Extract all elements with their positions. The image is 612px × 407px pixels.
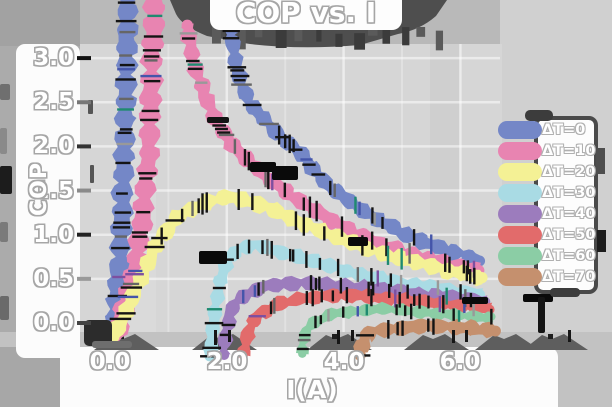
ytick-0.0: 0.0 <box>33 310 74 336</box>
legend-item: ΔT=50 <box>496 225 608 246</box>
chart-title-box: COP vs. I <box>210 0 402 30</box>
xtick-2.0: 2.0 <box>206 349 248 375</box>
legend-swatch <box>498 142 542 160</box>
legend-item: ΔT=0 <box>496 120 608 141</box>
x-axis-label: I(A) <box>286 375 338 404</box>
ytick-1.5: 1.5 <box>33 178 74 204</box>
legend-item: ΔT=70 <box>496 267 608 288</box>
legend-border-glitch <box>597 230 606 252</box>
legend-swatch <box>498 163 542 181</box>
legend-border-glitch <box>525 110 553 121</box>
legend-item: ΔT=20 <box>496 162 608 183</box>
ytick-2.0: 2.0 <box>33 133 74 159</box>
legend-label: ΔT=30 <box>542 185 596 201</box>
xtick-0.0: 0.0 <box>89 349 131 375</box>
legend-item: ΔT=30 <box>496 183 608 204</box>
legend-swatch <box>498 205 542 223</box>
legend-swatch <box>498 268 542 286</box>
ytick-0.5: 0.5 <box>33 266 74 292</box>
ytick-3.0: 3.0 <box>33 45 74 71</box>
y-axis-label: COP <box>27 162 52 216</box>
chart-title: COP vs. I <box>235 0 377 29</box>
legend-label: ΔT=40 <box>542 206 596 222</box>
legend-border-glitch <box>550 288 580 297</box>
legend-item: ΔT=60 <box>496 246 608 267</box>
legend-border-glitch <box>596 148 605 174</box>
legend-swatch <box>498 184 542 202</box>
legend-label: ΔT=70 <box>542 269 596 285</box>
legend-label: ΔT=60 <box>542 248 596 264</box>
legend-item: ΔT=10 <box>496 141 608 162</box>
legend: ΔT=0 ΔT=10 ΔT=20 ΔT=30 ΔT=40 ΔT=50 ΔT=60… <box>496 110 608 298</box>
legend-label: ΔT=0 <box>542 122 586 138</box>
xtick-4.0: 4.0 <box>323 349 365 375</box>
ytick-2.5: 2.5 <box>33 89 74 115</box>
legend-label: ΔT=20 <box>542 164 596 180</box>
xtick-6.0: 6.0 <box>439 349 481 375</box>
legend-swatch <box>498 121 542 139</box>
legend-label: ΔT=50 <box>542 227 596 243</box>
legend-item: ΔT=40 <box>496 204 608 225</box>
legend-swatch <box>498 226 542 244</box>
ytick-1.0: 1.0 <box>33 222 74 248</box>
legend-label: ΔT=10 <box>542 143 596 159</box>
legend-swatch <box>498 247 542 265</box>
